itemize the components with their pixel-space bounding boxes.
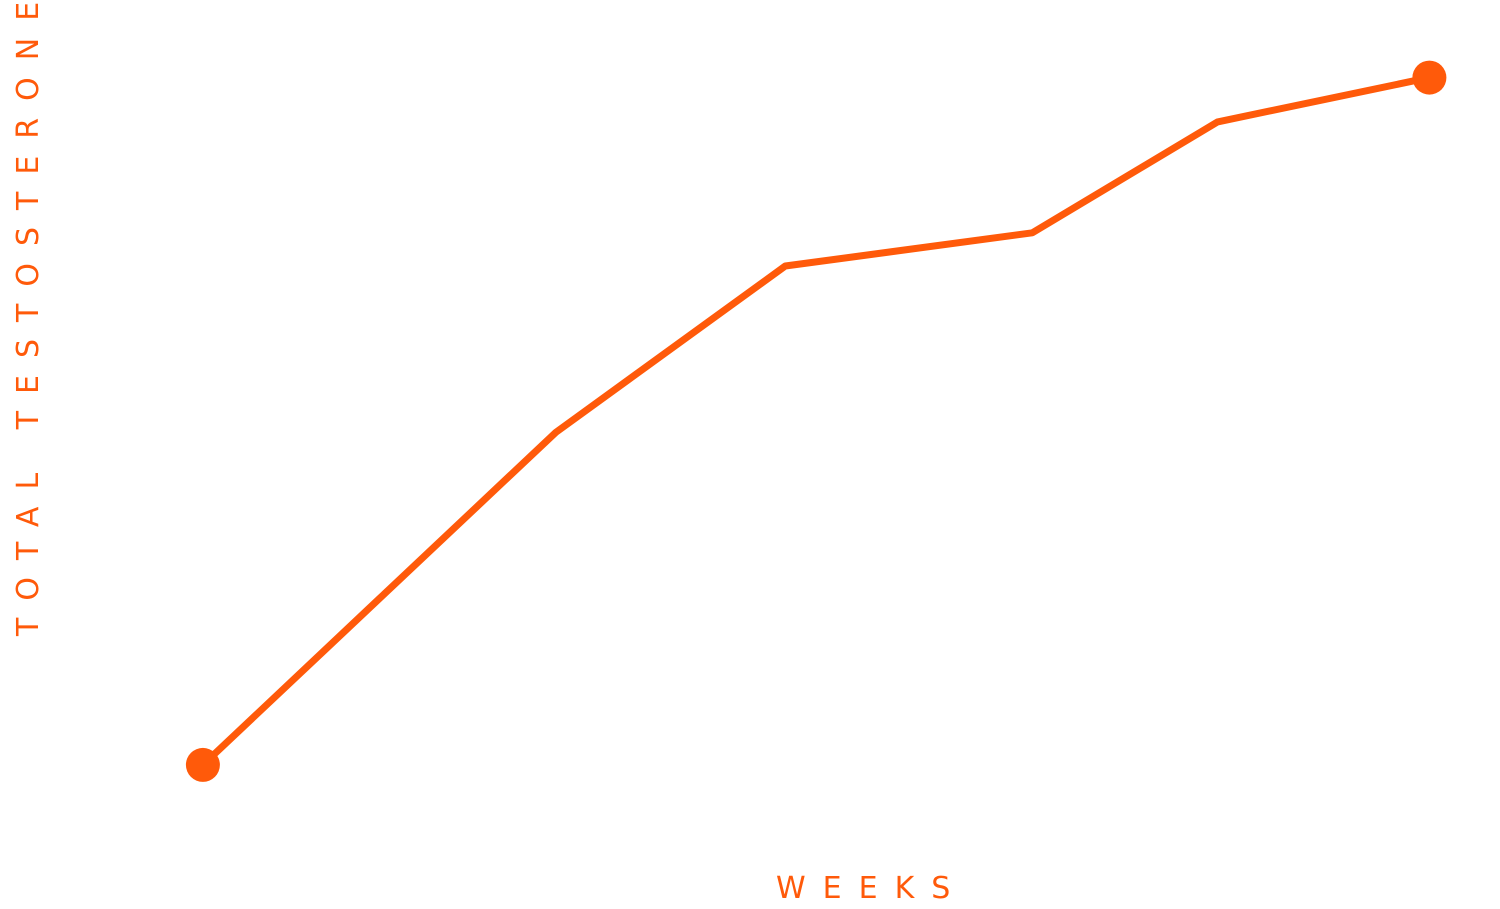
x-axis-label: WEEKS [776, 871, 967, 906]
plot-area [185, 60, 1447, 782]
end-point-marker [1412, 60, 1447, 95]
start-point-marker [185, 747, 220, 782]
series-line [199, 74, 1433, 769]
y-axis-label: TOTAL TESTOSTERONE [11, 0, 46, 637]
